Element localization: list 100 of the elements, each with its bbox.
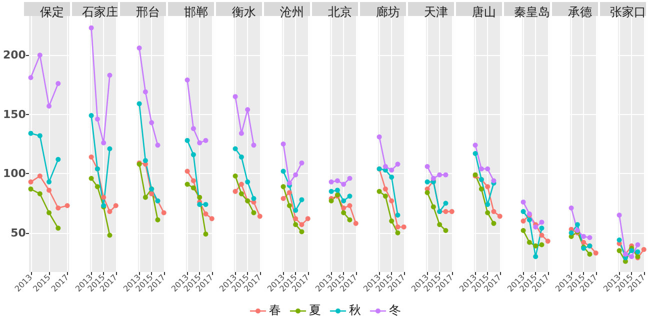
point xyxy=(395,230,400,236)
point xyxy=(533,243,538,248)
point xyxy=(347,176,352,181)
chart-title: 张家口 xyxy=(610,5,646,19)
y-tick-label: 150 xyxy=(2,108,26,121)
point xyxy=(161,210,166,216)
point xyxy=(64,203,70,208)
point xyxy=(305,216,310,222)
point xyxy=(149,120,154,126)
point xyxy=(616,238,622,242)
point xyxy=(334,188,340,193)
point xyxy=(238,191,244,196)
point xyxy=(293,208,298,213)
point xyxy=(341,182,346,187)
point xyxy=(424,179,430,184)
point xyxy=(245,107,250,112)
point xyxy=(443,209,448,214)
point xyxy=(568,230,574,236)
chart-title: 北京 xyxy=(328,5,352,19)
point xyxy=(299,160,304,166)
point xyxy=(56,156,61,162)
point xyxy=(568,206,574,210)
point xyxy=(107,146,112,152)
point xyxy=(28,75,34,80)
point xyxy=(478,166,484,172)
point xyxy=(184,78,190,82)
point xyxy=(485,202,490,207)
point xyxy=(629,248,634,254)
point xyxy=(251,196,256,202)
chart-title: 衡水 xyxy=(232,5,256,19)
point xyxy=(88,176,94,181)
point xyxy=(389,174,394,180)
point xyxy=(497,214,502,219)
point xyxy=(238,182,244,187)
point xyxy=(491,209,496,214)
point xyxy=(190,152,196,158)
point xyxy=(341,206,346,210)
point xyxy=(37,52,42,58)
point xyxy=(401,224,406,230)
point xyxy=(251,142,256,148)
point xyxy=(251,210,256,216)
chart-title: 邢台 xyxy=(136,5,160,19)
point xyxy=(136,46,142,50)
point xyxy=(341,210,346,216)
point xyxy=(88,25,94,30)
legend-label: 春 xyxy=(269,302,281,319)
point xyxy=(376,188,382,194)
point xyxy=(616,212,622,218)
point xyxy=(443,172,448,178)
legend-label: 秋 xyxy=(349,302,361,319)
point xyxy=(293,172,298,178)
point xyxy=(443,200,448,206)
point xyxy=(299,222,304,228)
point xyxy=(155,142,160,148)
point xyxy=(382,164,388,170)
point xyxy=(232,174,238,178)
point xyxy=(389,168,394,173)
point xyxy=(299,229,304,234)
point xyxy=(232,94,238,100)
point xyxy=(238,130,244,136)
point xyxy=(545,238,550,244)
point xyxy=(616,248,622,254)
point xyxy=(46,179,52,184)
point xyxy=(472,150,478,156)
point xyxy=(184,182,190,187)
point xyxy=(485,166,490,172)
point xyxy=(485,210,490,216)
chart-title: 秦皇岛 xyxy=(514,5,550,19)
point xyxy=(347,203,352,208)
point xyxy=(581,240,586,245)
point xyxy=(539,226,544,231)
point xyxy=(232,188,238,194)
point xyxy=(491,220,496,226)
point xyxy=(203,202,208,207)
legend-label: 夏 xyxy=(309,302,321,319)
point xyxy=(107,209,112,214)
point xyxy=(232,146,238,152)
point xyxy=(520,209,526,214)
chart-title: 石家庄 xyxy=(82,5,118,19)
point xyxy=(347,194,352,199)
point xyxy=(443,228,448,234)
point xyxy=(328,179,334,184)
point xyxy=(56,206,61,210)
point xyxy=(197,194,202,200)
point xyxy=(641,246,646,252)
point xyxy=(328,188,334,194)
point xyxy=(257,214,262,219)
point xyxy=(136,101,142,106)
y-tick-label: 100 xyxy=(2,167,26,180)
y-tick-label: 50 xyxy=(10,226,26,240)
legend-label: 冬 xyxy=(389,302,401,319)
point xyxy=(581,234,586,239)
point xyxy=(184,138,190,143)
point xyxy=(587,252,592,257)
point xyxy=(520,218,526,224)
chart-title: 唐山 xyxy=(472,5,496,19)
point xyxy=(37,191,42,196)
point xyxy=(203,211,208,216)
point xyxy=(353,220,358,226)
point xyxy=(293,222,298,228)
